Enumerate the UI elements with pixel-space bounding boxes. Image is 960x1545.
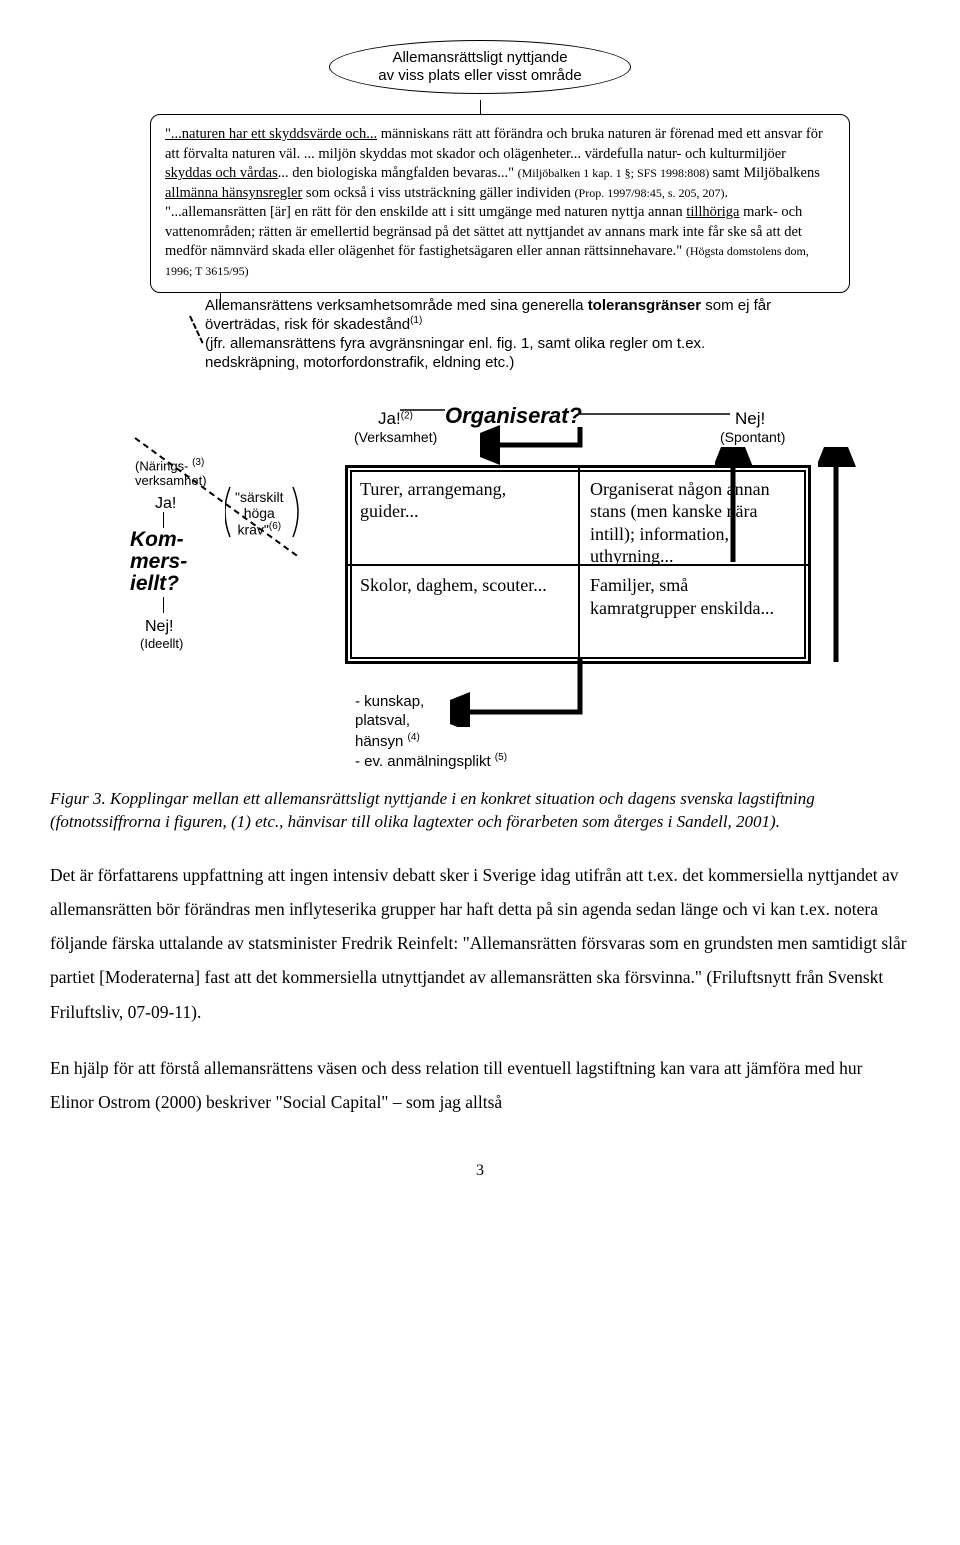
arrow-right-up-1	[818, 447, 858, 667]
quad-cell-tr: Organiserat någon annan stans (men kansk…	[578, 468, 808, 565]
verks-sup1: (1)	[410, 315, 422, 326]
sarskilt-arc	[225, 482, 300, 542]
dashed-line-2	[189, 315, 203, 343]
ellipse-line1: Allemansrättsligt nyttjande	[392, 49, 567, 66]
bottom-sup4: (4)	[408, 732, 420, 743]
ellipse-line2: av viss plats eller visst område	[378, 67, 581, 84]
title-ellipse: Allemansrättsligt nyttjande av viss plat…	[329, 40, 631, 94]
kom-verksamhet: verksamhet)	[135, 473, 207, 488]
kom-sup3: (3)	[192, 457, 204, 468]
law-t2c: som också i viss utsträckning gäller ind…	[302, 185, 574, 201]
bottom-notes: - kunskap, platsval, hänsyn (4) - ev. an…	[355, 692, 507, 772]
bottom-sup5: (5)	[495, 752, 507, 763]
diagram-region: Allemansrättens verksamhetsområde med si…	[80, 297, 880, 757]
law-t2b: allmänna hänsynsregler	[165, 185, 302, 201]
verks-l1a: Allemansrättens verksamhetsområde med si…	[205, 297, 588, 314]
quad-cell-tl: Turer, arrangemang, guider...	[348, 468, 578, 565]
body-para-1: Det är författarens uppfattning att inge…	[50, 858, 910, 1029]
law-t2a: samt Miljöbalkens	[712, 165, 820, 181]
quad-cell-bl: Skolor, daghem, scouter...	[348, 564, 578, 661]
law-t3a: "...allemansrätten [är] en rätt för den …	[165, 204, 686, 220]
organ-ja: Ja!	[378, 409, 401, 428]
organ-line-right	[580, 409, 730, 419]
kom-ideellt: (Ideellt)	[140, 635, 183, 654]
organ-line-left	[400, 405, 450, 415]
kom-ja: Ja!	[155, 492, 176, 515]
law-dot: .	[725, 185, 729, 201]
law-t3b: tillhöriga	[686, 204, 739, 220]
kom-line-2	[163, 597, 164, 613]
arrow-right-up-2	[715, 447, 755, 567]
page-number: 3	[50, 1159, 910, 1182]
kom-narings: (Närings-	[135, 458, 188, 473]
bottom-l1: - kunskap,	[355, 693, 424, 710]
law-src2: (Prop. 1997/98:45, s. 205, 207)	[575, 186, 725, 200]
bottom-l2: platsval,	[355, 712, 410, 729]
ellipse-connector	[480, 100, 481, 114]
organ-ja-sub: (Verksamhet)	[354, 427, 437, 447]
arrow-top-left	[480, 425, 590, 467]
kom-title-2: mers-	[130, 550, 187, 573]
kom-title-3: iellt?	[130, 572, 179, 595]
verks-l1b: toleransgränser	[588, 297, 701, 314]
quad-cell-br: Familjer, små kamratgrupper enskilda...	[578, 564, 808, 661]
verks-l2: (jfr. allemansrättens fyra avgränsningar…	[205, 335, 705, 371]
verksamhet-text: Allemansrättens verksamhetsområde med si…	[205, 297, 785, 373]
body-para-2: En hjälp för att förstå allemansrättens …	[50, 1051, 910, 1119]
law-t1d: ... den biologiska mångfalden bevaras...…	[278, 165, 514, 181]
bottom-l3: hänsyn	[355, 733, 403, 750]
kom-line-1	[163, 512, 164, 528]
law-text-box: "...naturen har ett skyddsvärde och... m…	[150, 114, 850, 293]
bottom-l4: - ev. anmälningsplikt	[355, 753, 495, 770]
law-t1c: skyddas och vårdas	[165, 165, 278, 181]
kom-title-1: Kom-	[130, 528, 184, 551]
law-t1a: "...naturen har ett skyddsvärde och...	[165, 126, 377, 142]
organ-nej-sub: (Spontant)	[720, 427, 785, 447]
figure-caption: Figur 3. Kopplingar mellan ett allemansr…	[50, 787, 910, 835]
law-src1: (Miljöbalken 1 kap. 1 §; SFS 1998:808)	[518, 166, 713, 180]
